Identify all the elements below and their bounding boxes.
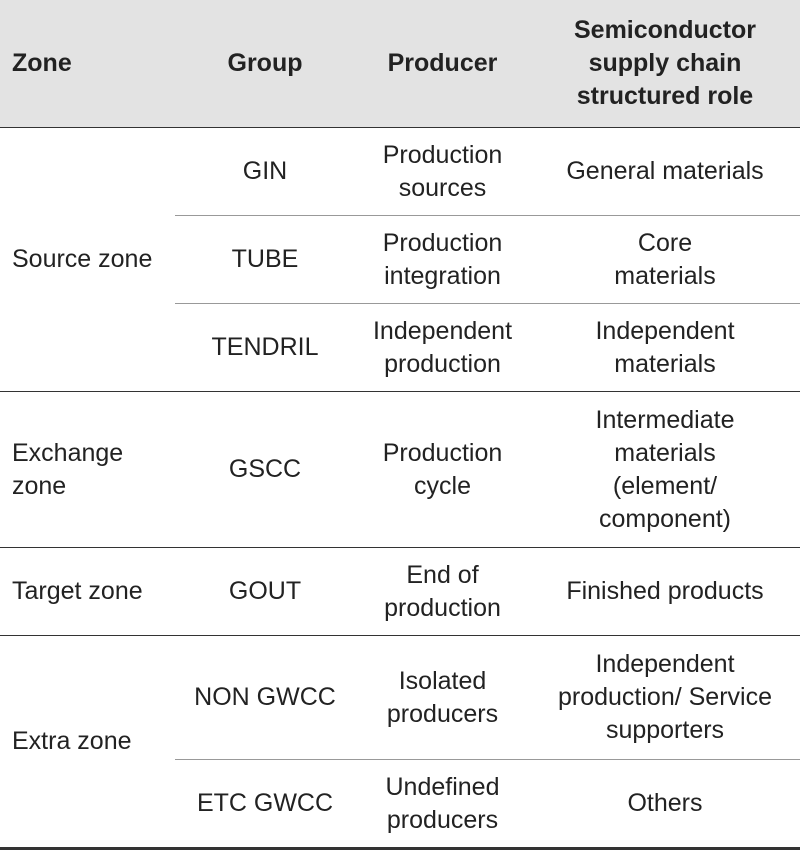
header-row: Zone Group Producer Semiconductor supply ch…	[0, 0, 800, 128]
group-cell: ETC GWCC	[175, 759, 355, 849]
producer-cell: Undefined producers	[355, 759, 530, 849]
header-cell: Producer	[355, 0, 530, 128]
group-cell: NON GWCC	[175, 635, 355, 760]
table-row: Exchange zone GSCC Production cycle Interme…	[0, 391, 800, 548]
producer-cell: Isolated producers	[355, 635, 530, 760]
producer-cell: End of production	[355, 547, 530, 636]
header-cell: Zone	[0, 0, 175, 128]
role-cell: Core materials	[530, 215, 800, 304]
role-cell: Finished products	[530, 547, 800, 636]
group-cell: GSCC	[175, 391, 355, 548]
table-header: Zone Group Producer Semiconductor supply ch…	[0, 0, 800, 128]
group-cell: GIN	[175, 127, 355, 216]
group-cell: TENDRIL	[175, 303, 355, 392]
producer-cell: Production sources	[355, 127, 530, 216]
producer-cell: Production integration	[355, 215, 530, 304]
zone-cell: Extra zone	[0, 635, 175, 849]
table-row: Source zone GIN Production sources General …	[0, 127, 800, 392]
role-cell: Independent materials	[530, 303, 800, 392]
table-row: Target zone GOUT End of production Finished…	[0, 547, 800, 636]
role-cell: Independent production/ Service supporte…	[530, 635, 800, 760]
producer-cell: Independent production	[355, 303, 530, 392]
role-cell: General materials	[530, 127, 800, 216]
zone-cell: Exchange zone	[0, 391, 175, 548]
table-row: TUBE Production integration Core materials	[0, 215, 800, 304]
table-row: TENDRIL Independent production Independent…	[0, 303, 800, 392]
group-cell: TUBE	[175, 215, 355, 304]
table-row: Extra zone NON GWCC Isolated producers Inde…	[0, 635, 800, 849]
role-cell: Intermediate materials (element/ compone…	[530, 391, 800, 548]
header-cell: Semiconductor supply chain structured ro…	[530, 0, 800, 128]
producer-cell: Production cycle	[355, 391, 530, 548]
table-row: ETC GWCC Undefined producers Others	[0, 759, 800, 849]
group-cell: GOUT	[175, 547, 355, 636]
zone-cell: Target zone	[0, 547, 175, 636]
table-body: Source zone GIN Production sources General …	[0, 127, 800, 849]
role-cell: Others	[530, 759, 800, 849]
zone-cell: Source zone	[0, 127, 175, 392]
header-cell: Group	[175, 0, 355, 128]
